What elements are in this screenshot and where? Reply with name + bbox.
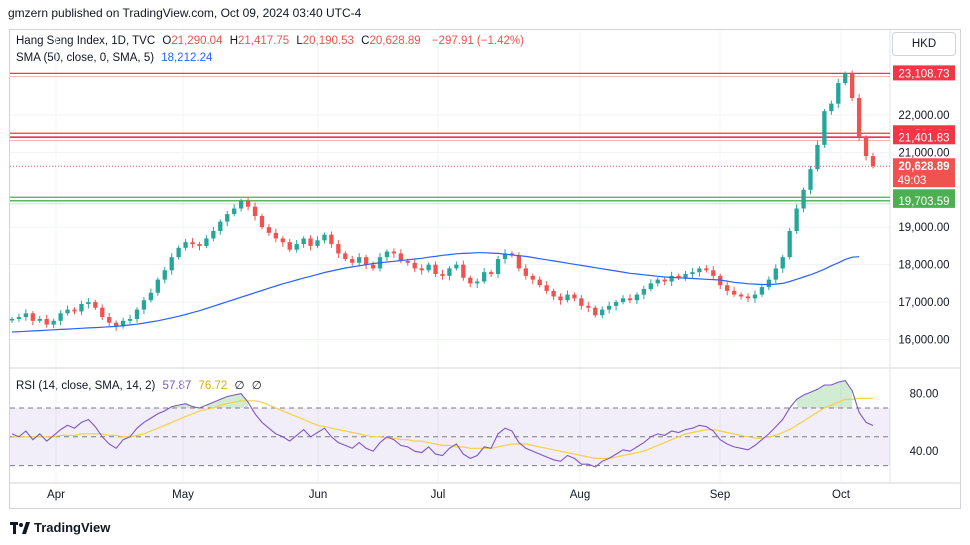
sma-label[interactable]: SMA (50, close, 0, SMA, 5) [16, 52, 155, 64]
currency-button[interactable]: HKD [892, 32, 956, 56]
sma-legend: SMA (50, close, 0, SMA, 5) 18,212.24 [16, 52, 216, 64]
rsi-legend: RSI (14, close, SMA, 14, 2) 57.87 76.72 … [16, 378, 266, 392]
symbol-label[interactable]: Hang Seng Index, 1D, TVC [16, 35, 156, 47]
price-legend: Hang Seng Index, 1D, TVC O21,290.04 H21,… [16, 35, 528, 47]
rsi-value: 57.87 [162, 380, 192, 392]
publisher-caption: gmzern published on TradingView.com, Oct… [8, 6, 362, 20]
rsi-ma-value: 76.72 [198, 380, 228, 392]
chart-frame [9, 29, 961, 509]
change-value: −297.91 (−1.42%) [431, 35, 524, 47]
footer: TradingView [10, 520, 110, 535]
rsi-extra-1: ∅ [234, 380, 245, 392]
rsi-label[interactable]: RSI (14, close, SMA, 14, 2) [16, 380, 156, 392]
rsi-extra-2: ∅ [251, 380, 262, 392]
footer-brand: TradingView [34, 520, 111, 535]
tradingview-logo-icon [10, 521, 30, 534]
sma-value: 18,212.24 [161, 52, 213, 64]
ohlc-values: O21,290.04 H21,417.75 L20,190.53 C20,628… [162, 35, 421, 47]
